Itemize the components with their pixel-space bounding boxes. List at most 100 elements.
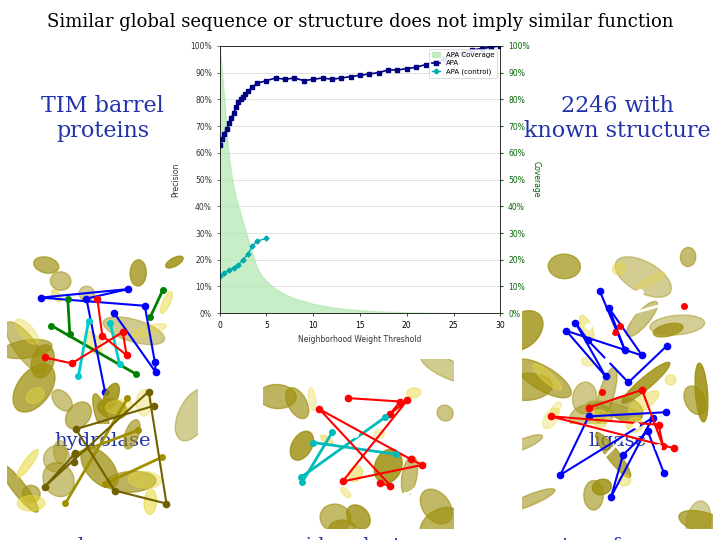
Ellipse shape	[136, 390, 152, 416]
Ellipse shape	[103, 317, 165, 345]
Ellipse shape	[629, 391, 659, 414]
APA	[217, 136, 226, 143]
Ellipse shape	[618, 475, 631, 486]
Ellipse shape	[124, 420, 140, 449]
Ellipse shape	[13, 364, 55, 412]
APA	[496, 43, 505, 49]
Ellipse shape	[627, 417, 643, 432]
Ellipse shape	[686, 501, 711, 540]
Text: 2246 with
known structure: 2246 with known structure	[524, 94, 711, 142]
APA	[281, 76, 289, 83]
Ellipse shape	[420, 508, 461, 540]
APA	[421, 62, 430, 68]
Ellipse shape	[348, 466, 363, 482]
Ellipse shape	[52, 290, 61, 302]
APA	[300, 77, 308, 84]
Text: oxidoreductase: oxidoreductase	[283, 537, 433, 540]
Ellipse shape	[81, 447, 118, 488]
Text: TIM barrel
proteins: TIM barrel proteins	[41, 94, 164, 142]
Ellipse shape	[144, 489, 157, 515]
Ellipse shape	[593, 479, 611, 495]
APA	[262, 77, 271, 84]
Ellipse shape	[374, 449, 402, 483]
Ellipse shape	[166, 256, 183, 268]
Ellipse shape	[175, 389, 212, 441]
Text: Similar global sequence or structure does not imply similar function: Similar global sequence or structure doe…	[47, 12, 673, 31]
Ellipse shape	[501, 373, 552, 401]
Ellipse shape	[106, 471, 156, 492]
APA	[232, 104, 240, 111]
Text: ligase: ligase	[588, 432, 647, 450]
Ellipse shape	[615, 256, 671, 298]
APA	[234, 99, 243, 105]
Ellipse shape	[50, 272, 71, 291]
APA	[220, 131, 229, 137]
Ellipse shape	[580, 315, 594, 341]
APA	[402, 65, 411, 72]
Ellipse shape	[626, 301, 657, 336]
Ellipse shape	[6, 322, 46, 374]
Ellipse shape	[680, 247, 696, 267]
APA	[449, 52, 458, 58]
Ellipse shape	[290, 431, 313, 460]
Ellipse shape	[22, 485, 40, 503]
APA	[243, 88, 252, 94]
Ellipse shape	[320, 504, 351, 532]
Y-axis label: Precision: Precision	[171, 163, 180, 197]
Ellipse shape	[613, 264, 625, 275]
APA (control)	[234, 262, 243, 268]
APA (control)	[229, 265, 238, 271]
APA	[229, 110, 238, 116]
APA	[225, 120, 233, 127]
APA	[318, 75, 327, 81]
APA	[290, 75, 299, 81]
Ellipse shape	[401, 456, 418, 496]
Ellipse shape	[27, 388, 44, 403]
Ellipse shape	[161, 292, 172, 313]
Ellipse shape	[684, 386, 706, 414]
APA	[440, 56, 449, 63]
Ellipse shape	[420, 354, 473, 383]
APA	[384, 67, 392, 73]
Ellipse shape	[636, 272, 665, 289]
APA	[271, 75, 280, 81]
APA (control)	[253, 238, 261, 244]
APA	[431, 59, 439, 65]
Ellipse shape	[0, 464, 38, 512]
APA	[393, 67, 402, 73]
APA	[477, 45, 486, 52]
Y-axis label: Coverage: Coverage	[532, 161, 541, 198]
Ellipse shape	[31, 345, 54, 378]
Ellipse shape	[286, 388, 309, 418]
APA	[222, 125, 231, 132]
APA	[309, 76, 318, 83]
APA	[239, 93, 248, 100]
Ellipse shape	[407, 388, 421, 398]
APA	[412, 64, 420, 71]
Ellipse shape	[341, 488, 351, 498]
Ellipse shape	[66, 402, 91, 429]
APA	[487, 44, 495, 50]
Ellipse shape	[590, 410, 610, 427]
APA (control)	[239, 256, 248, 263]
APA	[468, 46, 477, 53]
Text: hydrolase: hydrolase	[54, 432, 151, 450]
Ellipse shape	[15, 319, 39, 345]
Ellipse shape	[582, 357, 594, 366]
Ellipse shape	[86, 331, 102, 355]
Ellipse shape	[653, 323, 683, 337]
Ellipse shape	[132, 324, 166, 337]
Ellipse shape	[98, 399, 127, 418]
APA (control)	[215, 273, 224, 279]
APA (control)	[225, 267, 233, 274]
Ellipse shape	[650, 315, 705, 335]
Ellipse shape	[533, 364, 562, 390]
APA	[356, 72, 364, 78]
APA	[253, 80, 261, 86]
APA (control)	[262, 235, 271, 241]
APA	[374, 69, 383, 76]
Ellipse shape	[420, 489, 452, 524]
APA	[337, 75, 346, 81]
APA	[215, 141, 224, 148]
Ellipse shape	[679, 510, 720, 535]
